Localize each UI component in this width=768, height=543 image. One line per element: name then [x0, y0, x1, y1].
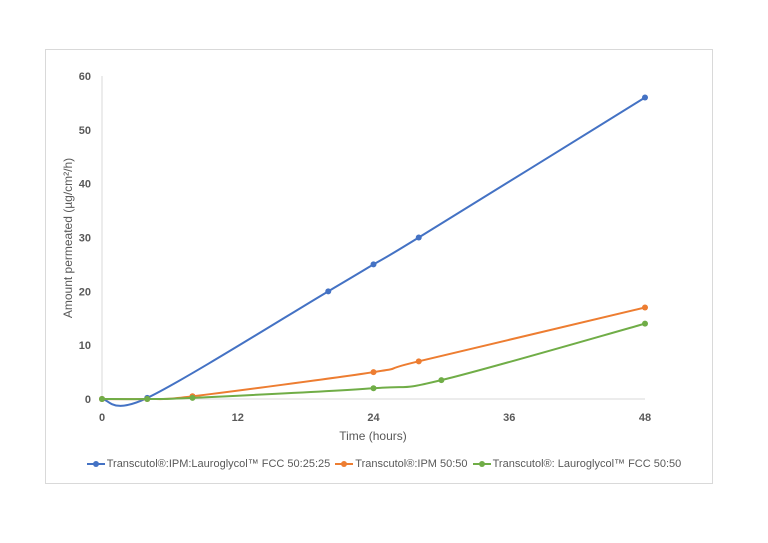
data-point [99, 396, 105, 402]
data-point [144, 396, 151, 402]
legend-label: Transcutol®: Lauroglycol™ FCC 50:50 [492, 458, 682, 470]
x-tick-label: 36 [503, 412, 515, 424]
data-point [370, 261, 377, 268]
legend-label: Transcutol®:IPM 50:50 [355, 458, 468, 470]
data-point [415, 358, 422, 365]
y-tick-label: 50 [79, 125, 91, 137]
data-point [370, 369, 377, 376]
y-tick-label: 20 [79, 286, 91, 298]
data-point [438, 377, 445, 384]
legend-label: Transcutol®:IPM:Lauroglycol™ FCC 50:25:2… [106, 458, 331, 470]
y-tick-label: 10 [79, 340, 91, 352]
data-point [325, 288, 332, 295]
legend-item-2: Transcutol®: Lauroglycol™ FCC 50:50 [472, 458, 682, 470]
y-tick-label: 40 [79, 179, 91, 191]
x-tick-label: 24 [367, 412, 380, 424]
data-point [642, 94, 648, 101]
y-axis-title: Amount permeated (µg/cm²/h) [61, 158, 75, 318]
x-axis-title: Time (hours) [339, 429, 407, 443]
chart-frame [45, 49, 713, 484]
data-point [642, 320, 648, 327]
legend-item-0: Transcutol®:IPM:Lauroglycol™ FCC 50:25:2… [86, 458, 331, 470]
y-tick-label: 60 [79, 71, 91, 83]
data-point [415, 234, 422, 241]
legend-marker-icon [335, 459, 354, 469]
data-point [642, 304, 648, 311]
data-point [189, 394, 196, 401]
legend-item-1: Transcutol®:IPM 50:50 [335, 458, 468, 470]
legend: Transcutol®:IPM:Lauroglycol™ FCC 50:25:2… [0, 458, 768, 472]
y-tick-label: 0 [85, 394, 91, 406]
series-line-0 [101, 96, 646, 407]
axes: 0 10 20 30 40 50 60 0 12 24 36 48 [79, 71, 651, 424]
x-tick-label: 12 [232, 412, 244, 424]
x-tick-label: 0 [99, 412, 105, 424]
data-point [370, 385, 377, 392]
y-tick-label: 30 [79, 233, 91, 245]
x-tick-label: 48 [639, 412, 651, 424]
legend-marker-icon [86, 459, 105, 469]
legend-marker-icon [472, 459, 491, 469]
series-group [99, 94, 648, 407]
